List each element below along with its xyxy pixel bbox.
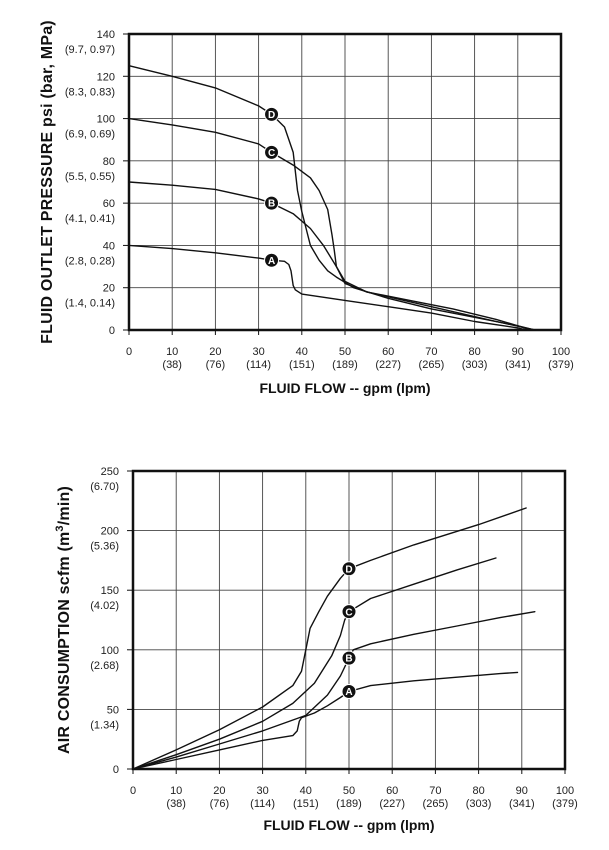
series-marker-label: A: [268, 256, 275, 267]
y-tick-sublabel: (1.34): [90, 719, 119, 731]
series-line-d: [132, 507, 527, 770]
series-marker-b: [264, 195, 280, 211]
x-tick-sublabel: (151): [289, 359, 315, 371]
y-tick-label: 200: [101, 526, 119, 538]
x-tick-label: 100: [552, 346, 570, 358]
x-tick-label: 20: [209, 346, 221, 358]
x-tick-sublabel: (265): [423, 798, 449, 810]
y-tick-sublabel: (5.36): [90, 541, 119, 553]
y-tick-sublabel: (2.68): [90, 660, 119, 672]
x-tick-label: 30: [256, 785, 268, 797]
series-marker-label: A: [345, 687, 352, 698]
x-tick-sublabel: (265): [419, 359, 445, 371]
y-tick-label: 50: [107, 704, 119, 716]
x-tick-label: 30: [252, 346, 264, 358]
x-tick-label: 70: [429, 785, 441, 797]
y-tick-sublabel: (1.4, 0.14): [65, 298, 115, 310]
x-tick-label: 90: [516, 785, 528, 797]
series-marker-label: B: [345, 654, 352, 665]
x-axis-label: FLUID FLOW -- gpm (lpm): [259, 380, 430, 396]
y-tick-sublabel: (8.3, 0.83): [65, 86, 115, 98]
series-marker-label: C: [268, 148, 275, 159]
series-marker-b: [341, 650, 357, 666]
y-tick-label: 0: [113, 764, 119, 776]
x-tick-label: 50: [343, 785, 355, 797]
series-marker-c: [341, 604, 357, 620]
y-tick-label: 150: [101, 585, 119, 597]
x-tick-label: 40: [300, 785, 312, 797]
y-axis-label: FLUID OUTLET PRESSURE psi (bar, MPa): [39, 20, 56, 344]
series-marker-d: [264, 106, 280, 122]
series-line-c: [132, 557, 497, 770]
y-tick-label: 120: [97, 71, 115, 83]
y-tick-label: 80: [103, 156, 115, 168]
y-tick-sublabel: (6.9, 0.69): [65, 129, 115, 141]
series-marker-c: [264, 144, 280, 160]
x-tick-label: 60: [386, 785, 398, 797]
y-tick-label: 100: [101, 645, 119, 657]
series-line-a: [132, 671, 519, 770]
series-marker-label: D: [345, 564, 352, 575]
x-tick-sublabel: (303): [462, 359, 488, 371]
series-line-c: [128, 117, 536, 331]
series-marker-d: [341, 561, 357, 577]
series-marker-label: B: [268, 199, 275, 210]
x-tick-sublabel: (76): [206, 359, 226, 371]
y-tick-label: 250: [101, 466, 119, 478]
x-tick-label: 50: [339, 346, 351, 358]
x-tick-sublabel: (303): [466, 798, 492, 810]
x-tick-sublabel: (341): [509, 798, 535, 810]
x-tick-label: 80: [472, 785, 484, 797]
x-tick-sublabel: (341): [505, 359, 531, 371]
x-tick-label: 60: [382, 346, 394, 358]
x-tick-sublabel: (379): [552, 798, 578, 810]
x-tick-label: 40: [296, 346, 308, 358]
x-tick-sublabel: (227): [375, 359, 401, 371]
x-tick-sublabel: (379): [548, 359, 574, 371]
air-consumption-chart: 0 10(38)20(76)30(114)40(151)50(189)60(227…: [54, 466, 578, 833]
x-tick-sublabel: (189): [332, 359, 358, 371]
y-tick-sublabel: (4.02): [90, 600, 119, 612]
x-tick-label: 20: [213, 785, 225, 797]
y-tick-label: 60: [103, 198, 115, 210]
x-tick-sublabel: (38): [166, 798, 186, 810]
y-tick-label: 0: [109, 325, 115, 337]
y-tick-sublabel: (6.70): [90, 481, 119, 493]
x-tick-sublabel: (151): [293, 798, 319, 810]
x-tick-label: 0: [130, 785, 136, 797]
y-tick-label: 40: [103, 240, 115, 252]
x-tick-label: 10: [170, 785, 182, 797]
y-tick-label: 20: [103, 283, 115, 295]
x-tick-sublabel: (189): [336, 798, 362, 810]
series-line-b: [128, 181, 532, 331]
y-tick-sublabel: (4.1, 0.41): [65, 213, 115, 225]
x-tick-label: 100: [556, 785, 574, 797]
x-tick-label: 80: [468, 346, 480, 358]
x-tick-sublabel: (76): [210, 798, 230, 810]
pressure-chart: 0 10(38)20(76)30(114)40(151)50(189)60(227…: [39, 20, 574, 396]
series-line-b: [132, 611, 536, 770]
x-tick-label: 0: [126, 346, 132, 358]
y-tick-sublabel: (5.5, 0.55): [65, 171, 115, 183]
x-tick-sublabel: (227): [379, 798, 405, 810]
x-tick-sublabel: (114): [250, 798, 275, 810]
series-line-a: [128, 244, 528, 331]
y-tick-label: 140: [97, 29, 115, 41]
series-marker-a: [264, 252, 280, 268]
x-tick-label: 70: [425, 346, 437, 358]
series-marker-a: [341, 684, 357, 700]
x-tick-sublabel: (114): [246, 359, 271, 371]
x-tick-label: 90: [512, 346, 524, 358]
series-marker-label: C: [345, 607, 352, 618]
x-tick-sublabel: (38): [162, 359, 182, 371]
y-tick-sublabel: (2.8, 0.28): [65, 255, 115, 267]
y-tick-sublabel: (9.7, 0.97): [65, 44, 115, 56]
y-axis-label: AIR CONSUMPTION scfm (m3/min): [54, 486, 73, 754]
series-line-d: [128, 65, 536, 331]
x-axis-label: FLUID FLOW -- gpm (lpm): [263, 817, 434, 833]
y-tick-label: 100: [97, 114, 115, 126]
series-marker-label: D: [268, 110, 275, 121]
x-tick-label: 10: [166, 346, 178, 358]
